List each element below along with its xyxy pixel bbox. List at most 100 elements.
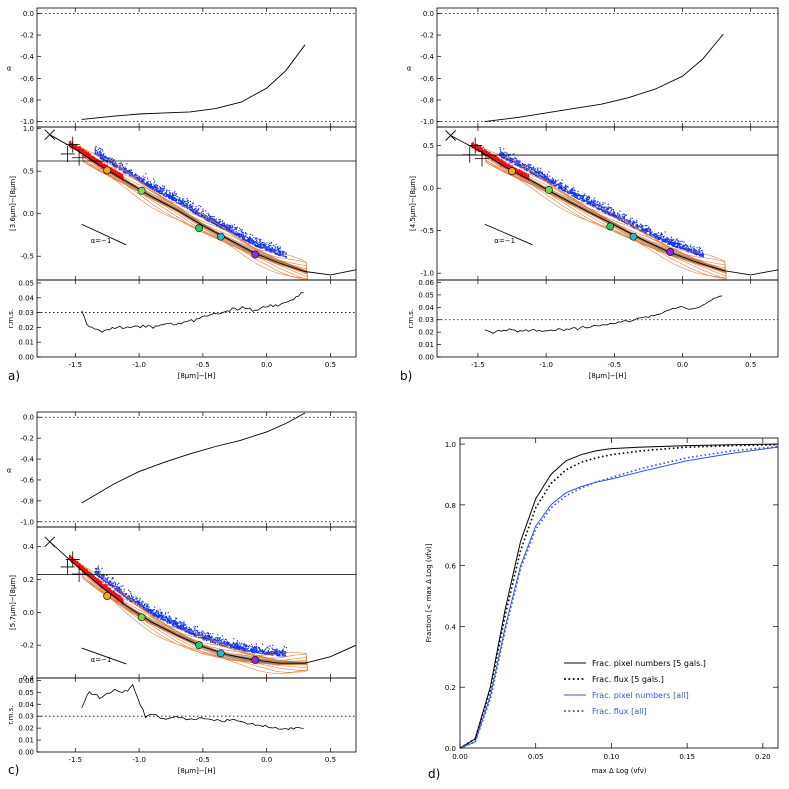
orange-contour <box>484 151 727 273</box>
track-circle <box>629 232 638 241</box>
ytick-label: 0.0 <box>445 745 456 753</box>
xlabel: [8μm]−[H] <box>589 372 627 380</box>
rms-ytick-label: 0.05 <box>418 291 434 299</box>
alpha-ytick-label: -1.0 <box>20 518 34 526</box>
xtick-label: 0.0 <box>261 756 272 764</box>
alpha-ytick-label: -0.2 <box>420 32 434 40</box>
color-ytick-label: 1.0 <box>23 125 34 133</box>
color-ytick-label: 0.0 <box>423 185 434 193</box>
x-marker <box>44 536 56 548</box>
panel-label: d) <box>428 767 440 781</box>
rms-ytick-label: 0.06 <box>418 279 434 287</box>
panel-frame <box>436 126 779 281</box>
xtick-label: 0.5 <box>325 361 336 369</box>
model-curve <box>49 541 356 664</box>
panel-label: c) <box>8 763 19 777</box>
cross-marker <box>65 136 80 153</box>
slope-label: α=−1 <box>494 237 515 245</box>
xtick-label: 0.05 <box>528 753 544 761</box>
xtick-label: 0.15 <box>679 753 695 761</box>
color-plot-area <box>450 135 778 280</box>
rms-ylabel: r.m.s. <box>7 309 15 328</box>
blue-scatter <box>94 145 288 259</box>
alpha-curve <box>81 44 306 120</box>
alpha-curve <box>81 412 306 504</box>
alpha-ytick-label: -0.8 <box>420 96 434 104</box>
panel-label: b) <box>400 369 412 383</box>
xtick-label: -1.0 <box>132 756 146 764</box>
alpha-ytick-label: -0.4 <box>20 53 34 61</box>
rms-ytick-label: 0.04 <box>18 701 34 709</box>
alpha-ytick-label: -0.6 <box>420 75 434 83</box>
cross-marker <box>60 145 75 162</box>
xlabel: [8μm]−[H] <box>178 372 216 380</box>
slope-line <box>484 223 533 246</box>
rms-curve <box>484 295 723 334</box>
legend-label: Frac. pixel numbers [all] <box>592 691 689 700</box>
color-ytick-label: -0.2 <box>20 642 34 650</box>
panel-frame <box>436 279 779 358</box>
rms-ytick-label: 0.01 <box>418 341 434 349</box>
panel-a: 0.0 -0.2 -0.4 -0.6 -0.8 -1.0 α α=−1 1.0 0.5 0.0 -0.… <box>7 7 357 383</box>
xtick-label: -0.5 <box>196 756 210 764</box>
alpha-ytick-label: -0.8 <box>20 497 34 505</box>
ytick-label: 1.0 <box>445 441 456 449</box>
xtick-label: 0.5 <box>325 756 336 764</box>
alpha-ytick-label: -1.0 <box>20 118 34 126</box>
rms-ytick-label: 0.00 <box>18 749 34 757</box>
panel-frame <box>459 437 779 749</box>
cdf-series-line <box>459 443 779 749</box>
rms-ylabel: r.m.s. <box>407 309 415 328</box>
x-marker <box>445 130 456 141</box>
color-ytick-label: 0.0 <box>23 609 34 617</box>
xtick-label: -1.5 <box>471 361 485 369</box>
slope-label: α=−1 <box>91 656 112 664</box>
panel-frame <box>36 126 357 281</box>
ytick-label: 0.4 <box>445 623 457 631</box>
rms-ytick-label: 0.04 <box>418 304 434 312</box>
xtick-label: 0.5 <box>745 361 756 369</box>
xtick-label: -0.5 <box>607 361 621 369</box>
rms-ytick-label: 0.02 <box>18 725 34 733</box>
xtick-label: -1.0 <box>132 361 146 369</box>
ytick-label: 0.8 <box>445 502 456 510</box>
xtick-label: 0.0 <box>261 361 272 369</box>
alpha-ylabel: α <box>407 65 412 73</box>
color-ytick-label: -1.0 <box>420 270 434 278</box>
color-ytick-label: -0.4 <box>20 675 34 683</box>
color-ytick-label: 0.4 <box>23 543 35 551</box>
ytick-label: 0.2 <box>445 684 456 692</box>
xtick-label: 0.10 <box>604 753 620 761</box>
alpha-ytick-label: -0.4 <box>20 456 34 464</box>
rms-ytick-label: 0.03 <box>18 713 34 721</box>
rms-ytick-label: 0.05 <box>18 689 34 697</box>
panel-frame <box>36 7 357 128</box>
panel-c: 0.0 -0.2 -0.4 -0.6 -0.8 -1.0 α α=−1 0.4 0.2 0.0 -0.… <box>7 411 357 777</box>
cross-marker <box>72 565 87 582</box>
track-circle <box>137 186 146 195</box>
ytick-label: 0.6 <box>445 563 457 571</box>
xtick-label: -0.5 <box>196 361 210 369</box>
slope-line <box>81 223 127 246</box>
color-ytick-label: -0.5 <box>20 253 34 261</box>
cdf-series-line <box>459 445 779 749</box>
xtick-label: 0.20 <box>755 753 771 761</box>
track-circle <box>195 224 203 233</box>
xlabel: [8μm]−[H] <box>178 767 216 775</box>
track-circle <box>137 613 146 622</box>
alpha-ytick-label: 0.0 <box>423 10 434 18</box>
alpha-ytick-label: -1.0 <box>420 118 434 126</box>
rms-ytick-label: 0.04 <box>18 294 34 302</box>
orange-contour <box>81 151 309 274</box>
track-circle <box>251 250 260 259</box>
panel-b: 0.0 -0.2 -0.4 -0.6 -0.8 -1.0 α α=−1 0.5 0.0 -0.5 -1… <box>400 7 779 383</box>
xtick-label: 0.0 <box>677 361 688 369</box>
model-curve <box>450 135 778 276</box>
cross-marker <box>65 551 80 568</box>
alpha-ytick-label: 0.0 <box>23 414 34 422</box>
panel-label: a) <box>8 369 20 383</box>
model-curve <box>49 134 356 276</box>
xlabel: max Δ Log (νfν) <box>592 767 647 775</box>
color-ytick-label: 0.5 <box>23 168 34 176</box>
orange-contour <box>81 147 308 279</box>
